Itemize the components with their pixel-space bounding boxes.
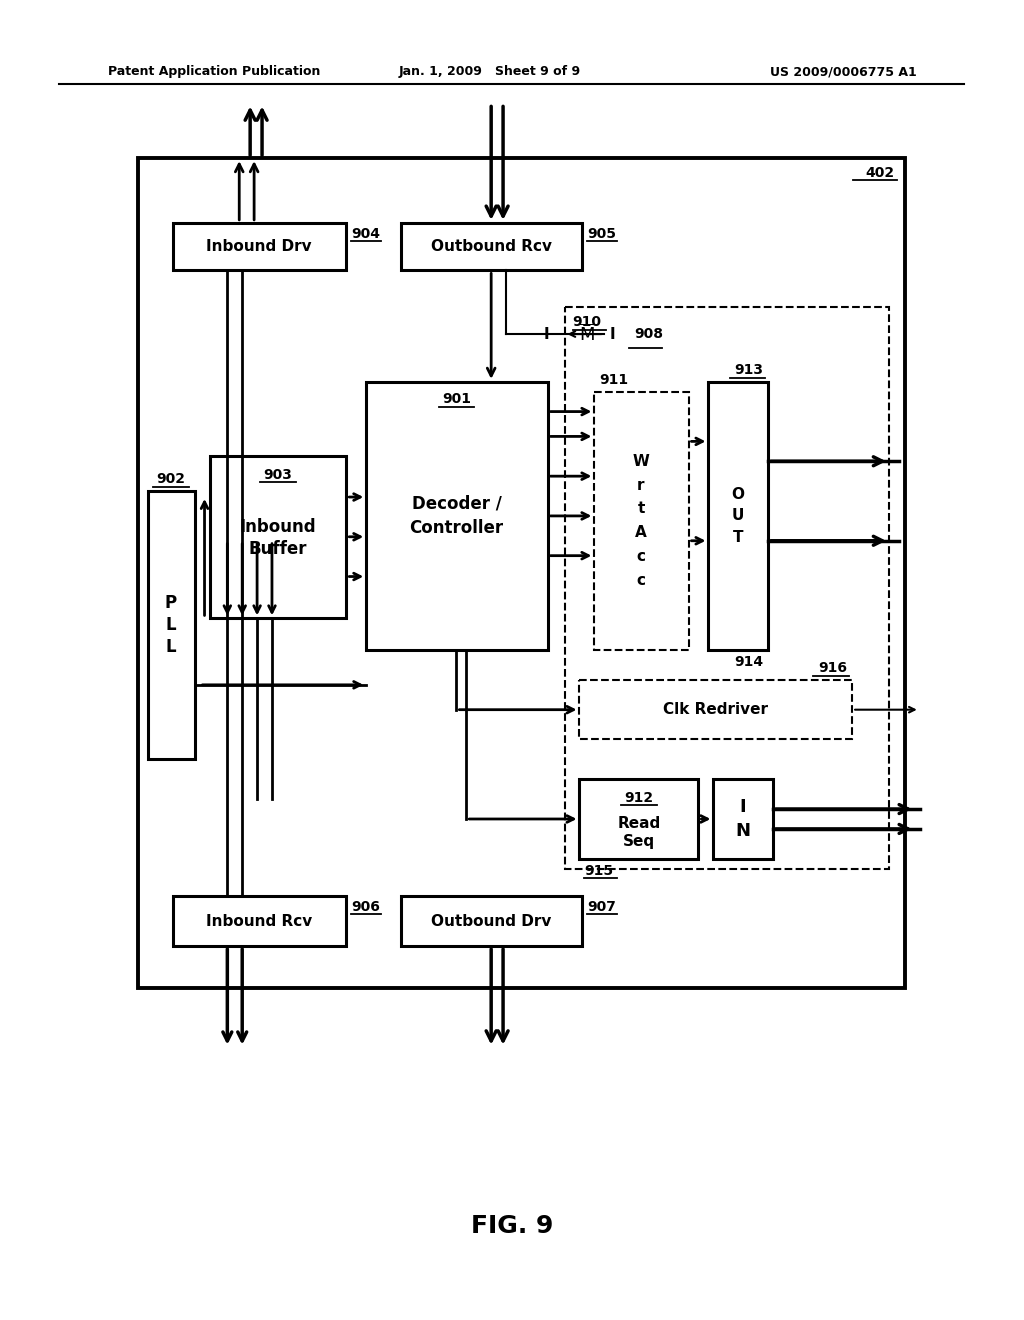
- Text: Inbound: Inbound: [240, 517, 316, 536]
- Text: 902: 902: [157, 473, 185, 486]
- Text: 906: 906: [351, 900, 380, 915]
- Bar: [709, 381, 768, 649]
- Text: $\overline{\mathsf{M}}$: $\overline{\mathsf{M}}$: [580, 323, 597, 345]
- Text: A: A: [635, 525, 647, 540]
- Text: O: O: [731, 487, 744, 502]
- Text: 901: 901: [442, 392, 471, 405]
- Text: 903: 903: [263, 469, 293, 482]
- Text: t: t: [637, 502, 645, 516]
- Text: 913: 913: [734, 363, 763, 376]
- Text: 915: 915: [585, 863, 613, 878]
- Text: P: P: [165, 594, 177, 612]
- Text: L: L: [166, 616, 176, 634]
- Text: 904: 904: [351, 227, 380, 240]
- Bar: [138, 158, 905, 987]
- Text: c: c: [637, 549, 645, 564]
- Text: U: U: [732, 508, 744, 524]
- Text: Controller: Controller: [410, 519, 504, 537]
- Text: Read: Read: [617, 817, 660, 832]
- Bar: [401, 223, 583, 271]
- Text: Buffer: Buffer: [249, 540, 307, 558]
- Text: Jan. 1, 2009   Sheet 9 of 9: Jan. 1, 2009 Sheet 9 of 9: [399, 65, 582, 78]
- Text: US 2009/0006775 A1: US 2009/0006775 A1: [770, 65, 916, 78]
- Text: 916: 916: [818, 661, 847, 675]
- Text: Inbound Rcv: Inbound Rcv: [206, 913, 312, 929]
- Text: L: L: [166, 638, 176, 656]
- Text: 914: 914: [734, 655, 763, 669]
- Bar: [173, 896, 346, 946]
- Bar: [714, 779, 773, 859]
- Bar: [564, 308, 889, 869]
- Text: I: I: [609, 326, 614, 342]
- Bar: [173, 223, 346, 271]
- Bar: [580, 680, 852, 739]
- Text: Clk Redriver: Clk Redriver: [663, 702, 768, 717]
- Text: Inbound Drv: Inbound Drv: [206, 239, 312, 255]
- Text: 908: 908: [634, 327, 663, 341]
- Text: 907: 907: [588, 900, 616, 915]
- Text: W: W: [633, 454, 649, 469]
- Text: N: N: [735, 822, 751, 840]
- Text: Patent Application Publication: Patent Application Publication: [109, 65, 321, 78]
- Text: T: T: [733, 531, 743, 545]
- Text: I: I: [739, 799, 746, 816]
- Text: 912: 912: [625, 791, 653, 805]
- Text: Seq: Seq: [623, 834, 655, 849]
- Text: FIG. 9: FIG. 9: [471, 1214, 553, 1238]
- Text: Outbound Drv: Outbound Drv: [431, 913, 551, 929]
- Text: 402: 402: [865, 166, 895, 180]
- Text: 910: 910: [572, 315, 601, 329]
- Text: I: I: [544, 326, 550, 342]
- Bar: [401, 896, 583, 946]
- Bar: [211, 457, 346, 618]
- Bar: [367, 381, 548, 649]
- Text: 911: 911: [599, 372, 629, 387]
- Text: Outbound Rcv: Outbound Rcv: [431, 239, 552, 255]
- Text: c: c: [637, 573, 645, 587]
- Bar: [148, 491, 195, 759]
- Bar: [594, 392, 688, 649]
- Text: Decoder /: Decoder /: [412, 495, 502, 513]
- Text: 905: 905: [588, 227, 616, 240]
- Bar: [580, 779, 698, 859]
- Text: r: r: [637, 478, 645, 492]
